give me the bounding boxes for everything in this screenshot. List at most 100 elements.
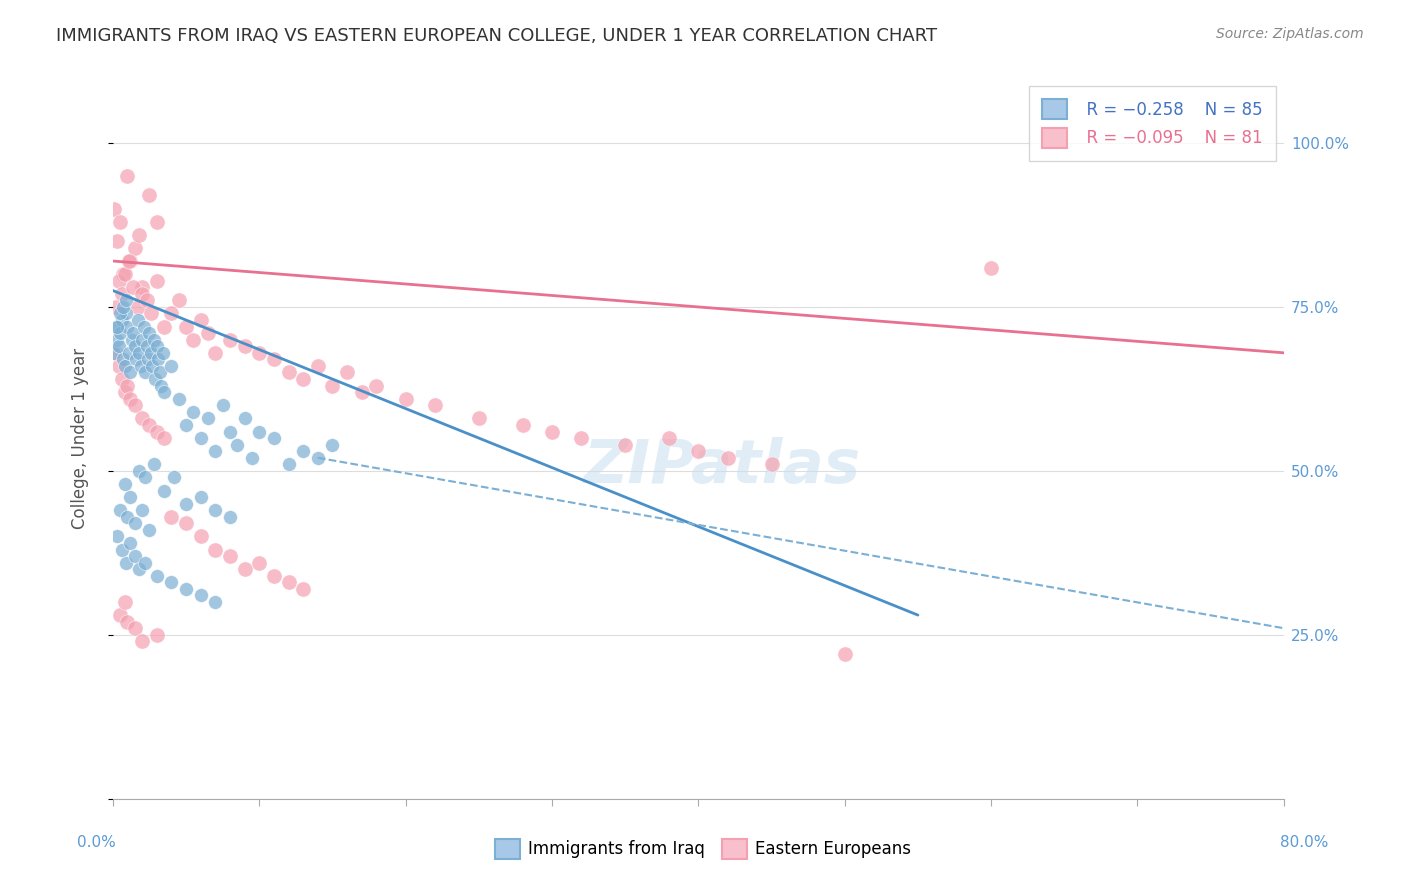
Point bbox=[107, 274, 129, 288]
Point bbox=[117, 319, 139, 334]
Point bbox=[204, 346, 226, 360]
Point bbox=[307, 359, 329, 373]
Point bbox=[174, 417, 197, 432]
Point bbox=[145, 425, 167, 439]
Point bbox=[124, 398, 146, 412]
Point bbox=[107, 359, 129, 373]
Point bbox=[139, 306, 162, 320]
Point bbox=[111, 542, 134, 557]
Point bbox=[142, 458, 165, 472]
Point bbox=[118, 346, 141, 360]
Point bbox=[688, 444, 710, 458]
Point bbox=[112, 352, 135, 367]
Point bbox=[103, 202, 125, 216]
Point bbox=[423, 398, 446, 412]
Point bbox=[124, 621, 146, 635]
Point bbox=[128, 562, 150, 576]
Point bbox=[131, 634, 153, 648]
Point bbox=[980, 260, 1002, 275]
Point bbox=[108, 326, 131, 340]
Point bbox=[128, 464, 150, 478]
Point bbox=[131, 286, 153, 301]
Point bbox=[132, 319, 155, 334]
Point bbox=[114, 385, 136, 400]
Point bbox=[128, 346, 150, 360]
Point bbox=[145, 215, 167, 229]
Point bbox=[197, 411, 219, 425]
Point bbox=[114, 595, 136, 609]
Point bbox=[120, 490, 142, 504]
Point bbox=[226, 437, 249, 451]
Point bbox=[190, 313, 212, 327]
Point bbox=[129, 359, 152, 373]
Point bbox=[122, 326, 145, 340]
Point bbox=[219, 425, 242, 439]
Point bbox=[122, 280, 145, 294]
Point bbox=[233, 562, 256, 576]
Point bbox=[124, 549, 146, 563]
Point bbox=[160, 359, 183, 373]
Point bbox=[183, 333, 205, 347]
Point bbox=[263, 431, 285, 445]
Point bbox=[204, 503, 226, 517]
Point bbox=[120, 366, 142, 380]
Point bbox=[321, 378, 343, 392]
Point bbox=[512, 417, 534, 432]
Point bbox=[135, 293, 157, 308]
Point bbox=[142, 333, 165, 347]
Point bbox=[277, 575, 299, 590]
Point bbox=[204, 595, 226, 609]
Point bbox=[127, 300, 149, 314]
Point bbox=[190, 529, 212, 543]
Point bbox=[190, 431, 212, 445]
Point bbox=[197, 326, 219, 340]
Point bbox=[127, 313, 149, 327]
Point bbox=[336, 366, 359, 380]
Y-axis label: College, Under 1 year: College, Under 1 year bbox=[72, 348, 89, 529]
Point bbox=[263, 568, 285, 582]
Point bbox=[219, 333, 242, 347]
Point bbox=[115, 306, 138, 320]
Point bbox=[139, 346, 162, 360]
Point bbox=[120, 392, 142, 406]
Point bbox=[263, 352, 285, 367]
Point bbox=[174, 497, 197, 511]
Point bbox=[108, 608, 131, 623]
Point bbox=[277, 458, 299, 472]
Point bbox=[834, 648, 856, 662]
Point bbox=[128, 227, 150, 242]
Text: ZIPatlas: ZIPatlas bbox=[583, 437, 860, 497]
Point bbox=[124, 339, 146, 353]
Text: IMMIGRANTS FROM IRAQ VS EASTERN EUROPEAN COLLEGE, UNDER 1 YEAR CORRELATION CHART: IMMIGRANTS FROM IRAQ VS EASTERN EUROPEAN… bbox=[56, 27, 938, 45]
Point bbox=[183, 405, 205, 419]
Point bbox=[114, 267, 136, 281]
Point bbox=[366, 378, 388, 392]
Point bbox=[717, 450, 740, 465]
Point bbox=[131, 503, 153, 517]
Point bbox=[569, 431, 592, 445]
Point bbox=[125, 352, 148, 367]
Point bbox=[114, 359, 136, 373]
Point bbox=[174, 319, 197, 334]
Point bbox=[233, 339, 256, 353]
Point bbox=[167, 392, 190, 406]
Text: 80.0%: 80.0% bbox=[1281, 836, 1329, 850]
Point bbox=[112, 300, 135, 314]
Point bbox=[111, 286, 134, 301]
Point bbox=[138, 417, 160, 432]
Point bbox=[111, 313, 134, 327]
Point bbox=[107, 339, 129, 353]
Point bbox=[138, 188, 160, 202]
Point bbox=[134, 556, 156, 570]
Point bbox=[468, 411, 491, 425]
Point bbox=[247, 346, 270, 360]
Point bbox=[174, 516, 197, 531]
Point bbox=[167, 293, 190, 308]
Point bbox=[211, 398, 233, 412]
Point bbox=[103, 346, 125, 360]
Point bbox=[145, 339, 167, 353]
Point bbox=[204, 444, 226, 458]
Point bbox=[138, 523, 160, 537]
Point bbox=[153, 385, 176, 400]
Point bbox=[277, 366, 299, 380]
